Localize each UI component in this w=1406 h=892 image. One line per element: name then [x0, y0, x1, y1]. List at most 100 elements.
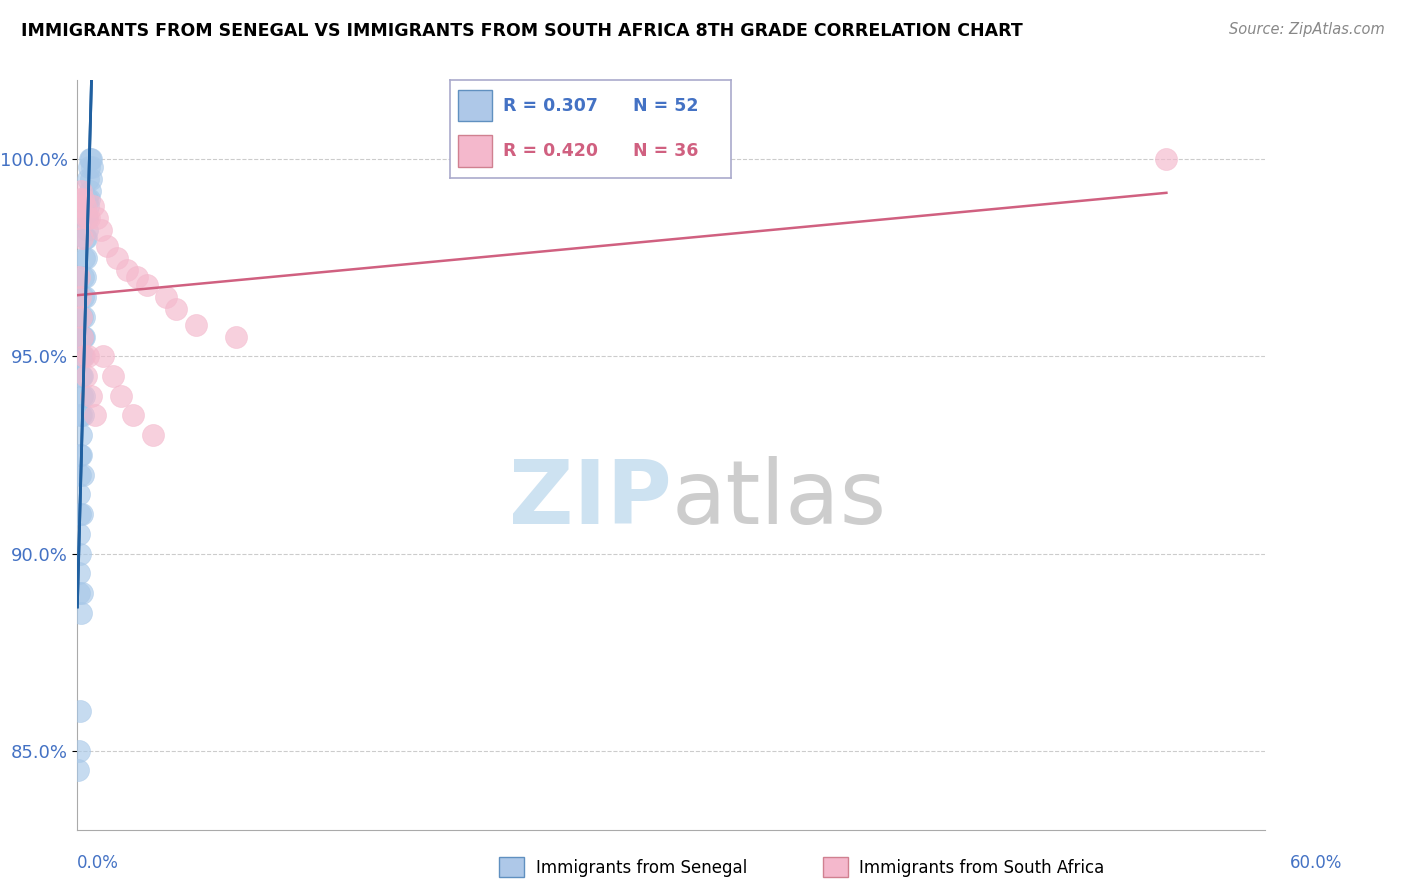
Point: [76, 211, 98, 226]
Point: [67, 744, 90, 758]
Bar: [458, 136, 492, 167]
Point: [105, 251, 128, 265]
Point: [75, 251, 97, 265]
Point: [79, 184, 101, 198]
Point: [70, 409, 93, 423]
Point: [70, 329, 93, 343]
Point: [82, 199, 104, 213]
Point: [72, 270, 94, 285]
Point: [72, 329, 94, 343]
Point: [72, 409, 94, 423]
Point: [80, 389, 103, 403]
Point: [72, 507, 94, 521]
Point: [225, 329, 247, 343]
Point: [70, 606, 93, 620]
Text: R = 0.420: R = 0.420: [503, 142, 599, 160]
Point: [69, 507, 91, 521]
Text: IMMIGRANTS FROM SENEGAL VS IMMIGRANTS FROM SOUTH AFRICA 8TH GRADE CORRELATION CH: IMMIGRANTS FROM SENEGAL VS IMMIGRANTS FR…: [21, 22, 1022, 40]
Point: [69, 409, 91, 423]
Point: [67, 586, 90, 600]
Text: ZIP: ZIP: [509, 457, 672, 543]
Point: [70, 310, 93, 324]
Point: [80, 172, 103, 186]
Point: [1156, 152, 1178, 166]
Text: 60.0%: 60.0%: [1291, 855, 1343, 872]
Point: [75, 369, 97, 384]
Point: [72, 192, 94, 206]
Point: [70, 586, 93, 600]
Point: [67, 199, 90, 213]
Point: [72, 349, 94, 363]
Point: [77, 160, 100, 174]
Point: [72, 290, 94, 304]
Point: [69, 467, 91, 482]
Point: [75, 231, 97, 245]
Point: [86, 211, 108, 226]
Point: [69, 547, 91, 561]
Point: [96, 239, 118, 253]
Point: [73, 349, 96, 363]
Point: [125, 270, 148, 285]
Point: [77, 199, 100, 213]
Point: [77, 192, 100, 206]
Point: [67, 487, 90, 501]
Point: [72, 467, 94, 482]
Point: [73, 290, 96, 304]
Point: [67, 526, 90, 541]
Point: [77, 211, 100, 226]
Point: [165, 301, 187, 316]
Point: [135, 278, 157, 293]
Point: [91, 349, 114, 363]
Point: [72, 369, 94, 384]
Text: N = 52: N = 52: [633, 97, 699, 115]
Bar: [458, 90, 492, 121]
Text: Source: ZipAtlas.com: Source: ZipAtlas.com: [1229, 22, 1385, 37]
Point: [101, 369, 124, 384]
Point: [75, 231, 97, 245]
Point: [142, 428, 165, 442]
Point: [115, 262, 138, 277]
Point: [80, 152, 103, 166]
Point: [76, 223, 98, 237]
Point: [84, 409, 107, 423]
Text: Immigrants from South Africa: Immigrants from South Africa: [859, 859, 1104, 877]
Point: [73, 329, 96, 343]
Point: [73, 251, 96, 265]
Point: [79, 152, 101, 166]
Point: [121, 409, 143, 423]
Point: [69, 448, 91, 462]
Point: [70, 184, 93, 198]
Point: [72, 329, 94, 343]
Point: [73, 310, 96, 324]
Point: [75, 211, 97, 226]
Point: [76, 192, 98, 206]
Point: [69, 448, 91, 462]
Point: [75, 199, 97, 213]
Point: [70, 428, 93, 442]
Point: [67, 566, 90, 581]
Point: [67, 211, 90, 226]
Point: [82, 160, 104, 174]
Text: 0.0%: 0.0%: [77, 855, 120, 872]
Point: [155, 290, 177, 304]
Point: [72, 310, 94, 324]
Point: [70, 349, 93, 363]
Point: [73, 389, 96, 403]
Point: [72, 231, 94, 245]
Text: Immigrants from Senegal: Immigrants from Senegal: [536, 859, 747, 877]
Point: [77, 349, 100, 363]
Point: [70, 389, 93, 403]
Point: [69, 290, 91, 304]
Point: [90, 223, 112, 237]
Point: [186, 318, 208, 332]
Text: atlas: atlas: [672, 457, 887, 543]
Point: [70, 369, 93, 384]
Point: [69, 192, 91, 206]
Point: [77, 172, 100, 186]
Point: [76, 211, 98, 226]
Point: [67, 270, 90, 285]
Point: [69, 704, 91, 718]
Text: N = 36: N = 36: [633, 142, 697, 160]
Point: [110, 389, 132, 403]
Point: [75, 270, 97, 285]
